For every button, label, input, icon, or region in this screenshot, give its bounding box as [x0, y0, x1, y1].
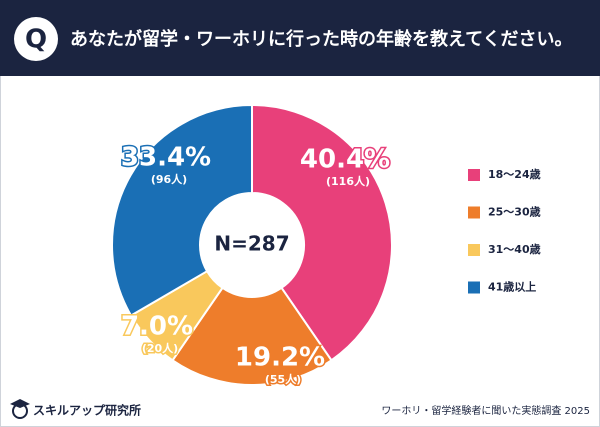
q-badge [14, 17, 58, 61]
question: あなたが留学・ワーホリに行った時の年齢を教えてください。 [70, 28, 573, 50]
legend-label: 25〜30歳 [488, 205, 541, 219]
legend-swatch [468, 244, 480, 256]
legend-swatch [468, 206, 480, 219]
value-label: 7.0% [121, 312, 193, 342]
slice [171, 286, 333, 387]
value-label: 40.4% [300, 145, 390, 175]
legend-swatch [468, 169, 480, 181]
center-label: N=287 [214, 232, 289, 256]
slice [111, 103, 253, 317]
q-icon: Q [25, 25, 47, 55]
slice [251, 103, 393, 362]
count-label: (20人) [142, 341, 178, 355]
brand: スキルアップ研究所 [33, 403, 141, 418]
count-label: (96人) [151, 172, 187, 186]
value-label: 33.4% [121, 143, 211, 173]
count-label: (55人) [265, 372, 301, 386]
count-label: (116人) [326, 174, 370, 188]
header-bar [0, 0, 600, 76]
legend-label: 18〜24歳 [488, 167, 541, 181]
legend-swatch [468, 281, 480, 294]
value-label: 19.2% [235, 343, 325, 373]
footer-logo [10, 399, 30, 419]
legend-label: 41歳以上 [488, 280, 536, 294]
source: ワーホリ・留学経験者に聞いた実態調査 2025 [381, 404, 590, 417]
legend-label: 31〜40歳 [488, 242, 541, 256]
